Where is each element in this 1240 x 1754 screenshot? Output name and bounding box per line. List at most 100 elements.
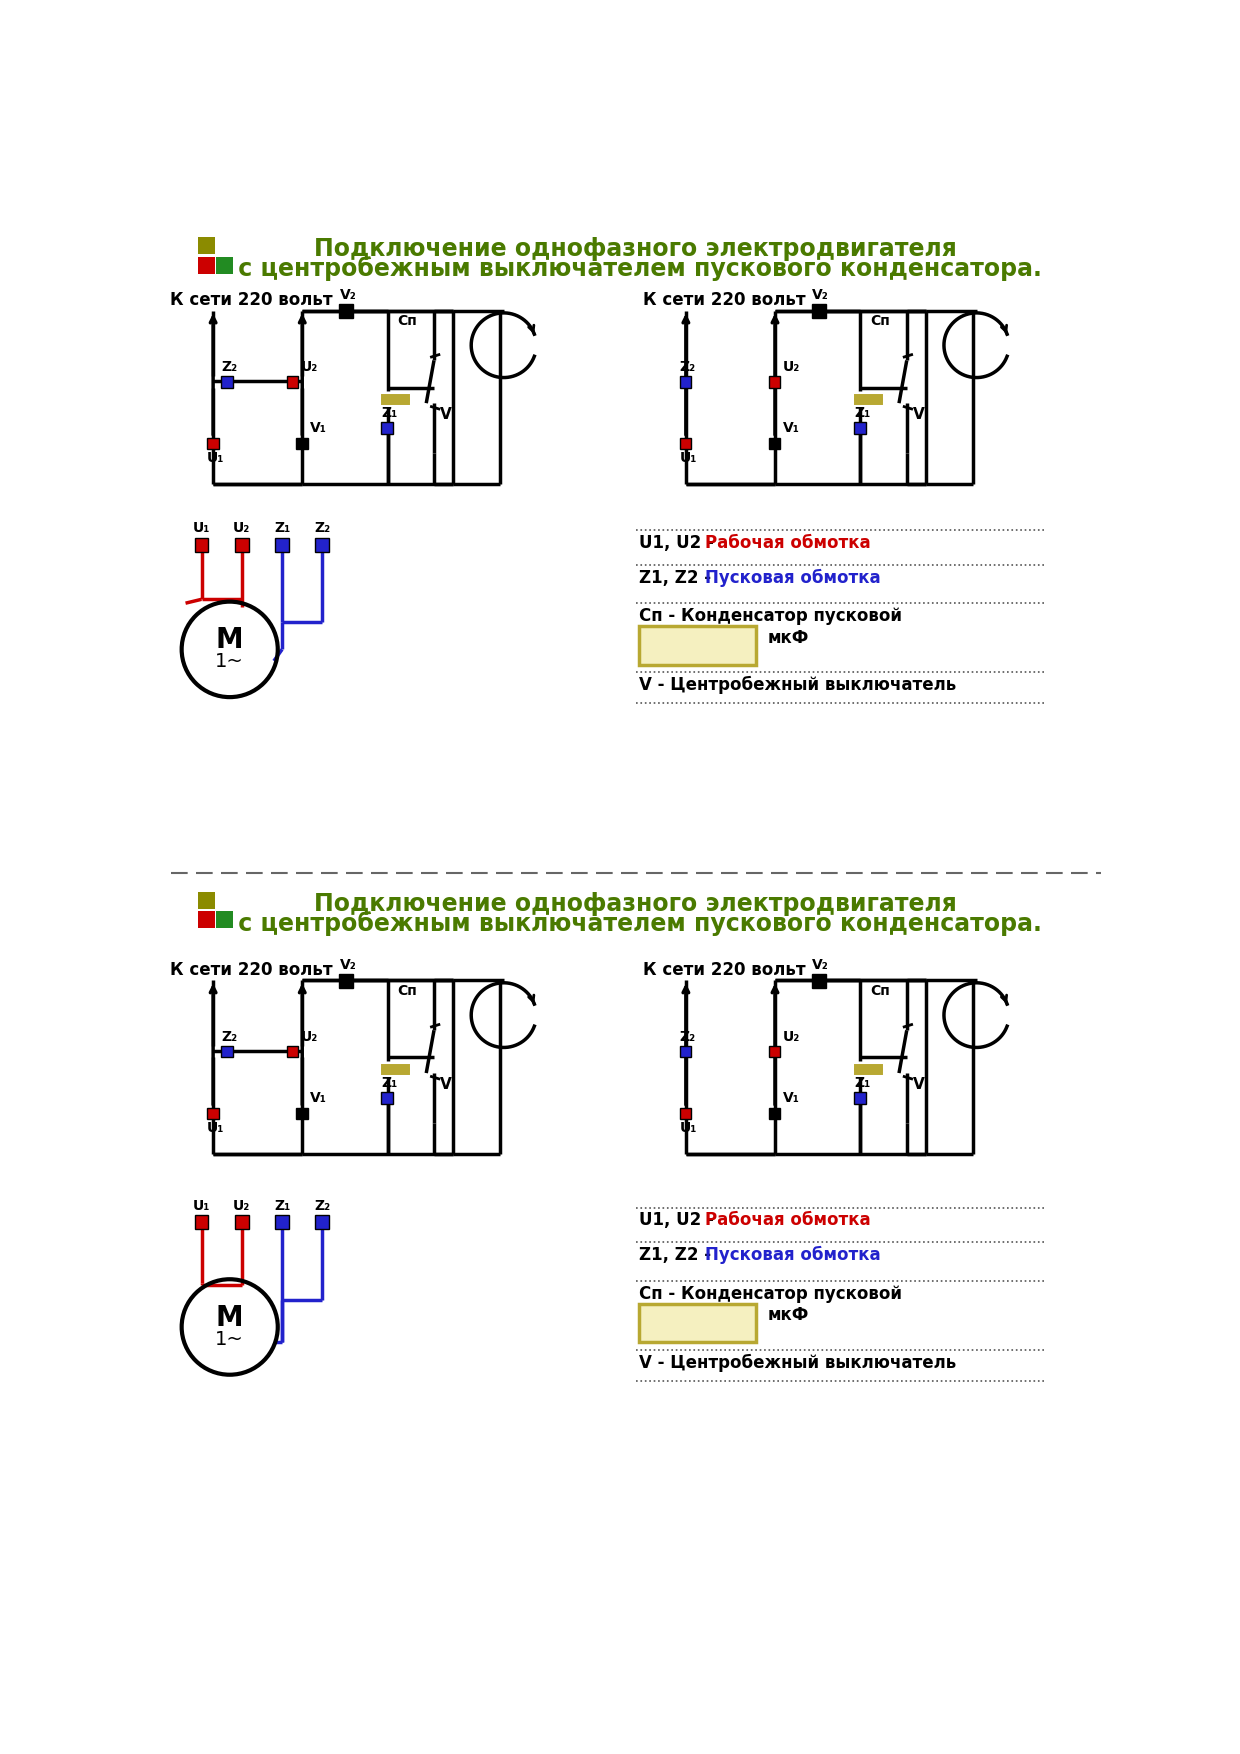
Text: 1~: 1~ <box>216 652 244 672</box>
Text: V₂: V₂ <box>340 288 356 302</box>
Bar <box>680 1045 692 1058</box>
Bar <box>197 237 215 254</box>
Text: U₁: U₁ <box>680 451 697 465</box>
Text: Z₂: Z₂ <box>314 521 331 535</box>
Text: U₂: U₂ <box>782 360 800 374</box>
Text: Z₁: Z₁ <box>854 1075 870 1089</box>
Text: U₂: U₂ <box>301 1030 317 1044</box>
Text: Z₁: Z₁ <box>274 1200 290 1214</box>
Text: с центробежным выключателем пускового конденсатора.: с центробежным выключателем пускового ко… <box>229 256 1042 281</box>
Text: V: V <box>913 1077 925 1091</box>
Bar <box>769 375 780 388</box>
Text: Подключение однофазного электродвигателя: Подключение однофазного электродвигателя <box>314 893 957 916</box>
Text: Z₁: Z₁ <box>382 405 398 419</box>
Bar <box>197 256 215 274</box>
Bar <box>216 256 233 274</box>
Text: Z₁: Z₁ <box>382 1075 398 1089</box>
Text: Рабочая обмотка: Рабочая обмотка <box>706 1212 870 1230</box>
Text: V: V <box>913 407 925 421</box>
Bar <box>680 438 692 449</box>
Text: U₁: U₁ <box>207 451 224 465</box>
Text: с центробежным выключателем пускового конденсатора.: с центробежным выключателем пускового ко… <box>229 910 1042 937</box>
Bar <box>854 1093 866 1103</box>
Bar <box>315 1216 330 1230</box>
Text: U₂: U₂ <box>233 521 250 535</box>
Text: Пусковая обмотка: Пусковая обмотка <box>706 1245 880 1265</box>
Text: Рабочая обмотка: Рабочая обмотка <box>706 533 870 553</box>
Bar <box>296 1107 308 1119</box>
Text: мкФ: мкФ <box>768 1307 808 1324</box>
Text: V₁: V₁ <box>782 1091 800 1105</box>
Text: V₂: V₂ <box>340 958 356 972</box>
Bar <box>286 375 299 388</box>
Bar <box>769 1045 780 1058</box>
Text: U1, U2 -: U1, U2 - <box>640 533 720 553</box>
Text: Cп: Cп <box>870 984 890 998</box>
Text: V₁: V₁ <box>310 1091 327 1105</box>
Text: U₂: U₂ <box>233 1200 250 1214</box>
Bar <box>197 910 215 928</box>
Text: U1, U2 -: U1, U2 - <box>640 1212 720 1230</box>
Bar <box>207 438 218 449</box>
Bar <box>340 305 353 317</box>
Text: M: M <box>216 626 243 654</box>
Bar <box>195 538 208 551</box>
Bar <box>382 1093 393 1103</box>
Bar <box>315 538 330 551</box>
Text: U₂: U₂ <box>301 360 317 374</box>
Bar <box>640 626 755 665</box>
Bar <box>197 893 215 909</box>
Text: К сети 220 вольт: К сети 220 вольт <box>171 961 334 979</box>
Text: U₁: U₁ <box>207 1121 224 1135</box>
Text: V - Центробежный выключатель: V - Центробежный выключатель <box>640 677 956 695</box>
Bar <box>234 538 249 551</box>
Bar <box>680 375 692 388</box>
Bar <box>640 1303 755 1342</box>
Bar <box>854 423 866 433</box>
Text: Z₂: Z₂ <box>314 1200 331 1214</box>
Text: V: V <box>440 1077 451 1091</box>
Text: Z₂: Z₂ <box>680 360 696 374</box>
Text: мкФ: мкФ <box>768 630 808 647</box>
Text: Сп - Конденсатор пусковой: Сп - Конденсатор пусковой <box>640 1284 903 1303</box>
Bar <box>812 973 826 988</box>
Text: Cп: Cп <box>870 314 890 328</box>
Bar <box>382 423 393 433</box>
Text: U₂: U₂ <box>782 1030 800 1044</box>
Text: Пусковая обмотка: Пусковая обмотка <box>706 568 880 586</box>
Bar <box>680 1107 692 1119</box>
Text: U₁: U₁ <box>192 521 211 535</box>
Text: Z₁: Z₁ <box>274 521 290 535</box>
Text: Z₂: Z₂ <box>221 1030 237 1044</box>
Text: V₁: V₁ <box>782 421 800 435</box>
Bar <box>296 438 308 449</box>
Bar <box>769 1107 780 1119</box>
Bar <box>234 1216 249 1230</box>
Text: M: M <box>216 1303 243 1331</box>
Text: Z₁: Z₁ <box>854 405 870 419</box>
Bar <box>221 1045 233 1058</box>
Text: Z1, Z2 -: Z1, Z2 - <box>640 1245 717 1265</box>
Bar <box>340 973 353 988</box>
Text: V: V <box>440 407 451 421</box>
Bar <box>769 438 780 449</box>
Bar <box>286 1045 299 1058</box>
Text: 1~: 1~ <box>216 1330 244 1349</box>
Text: Cп: Cп <box>398 314 418 328</box>
Text: U₁: U₁ <box>192 1200 211 1214</box>
Text: V - Центробежный выключатель: V - Центробежный выключатель <box>640 1354 956 1372</box>
Text: К сети 220 вольт: К сети 220 вольт <box>644 961 806 979</box>
Text: К сети 220 вольт: К сети 220 вольт <box>171 291 334 309</box>
Text: V₂: V₂ <box>812 958 830 972</box>
Text: Z₂: Z₂ <box>680 1030 696 1044</box>
Text: V₁: V₁ <box>310 421 327 435</box>
Bar <box>195 1216 208 1230</box>
Bar <box>275 538 289 551</box>
Text: V₂: V₂ <box>812 288 830 302</box>
Bar <box>812 305 826 317</box>
Text: Z₂: Z₂ <box>221 360 237 374</box>
Bar <box>221 375 233 388</box>
Text: U₁: U₁ <box>680 1121 697 1135</box>
Bar <box>216 910 233 928</box>
Bar <box>275 1216 289 1230</box>
